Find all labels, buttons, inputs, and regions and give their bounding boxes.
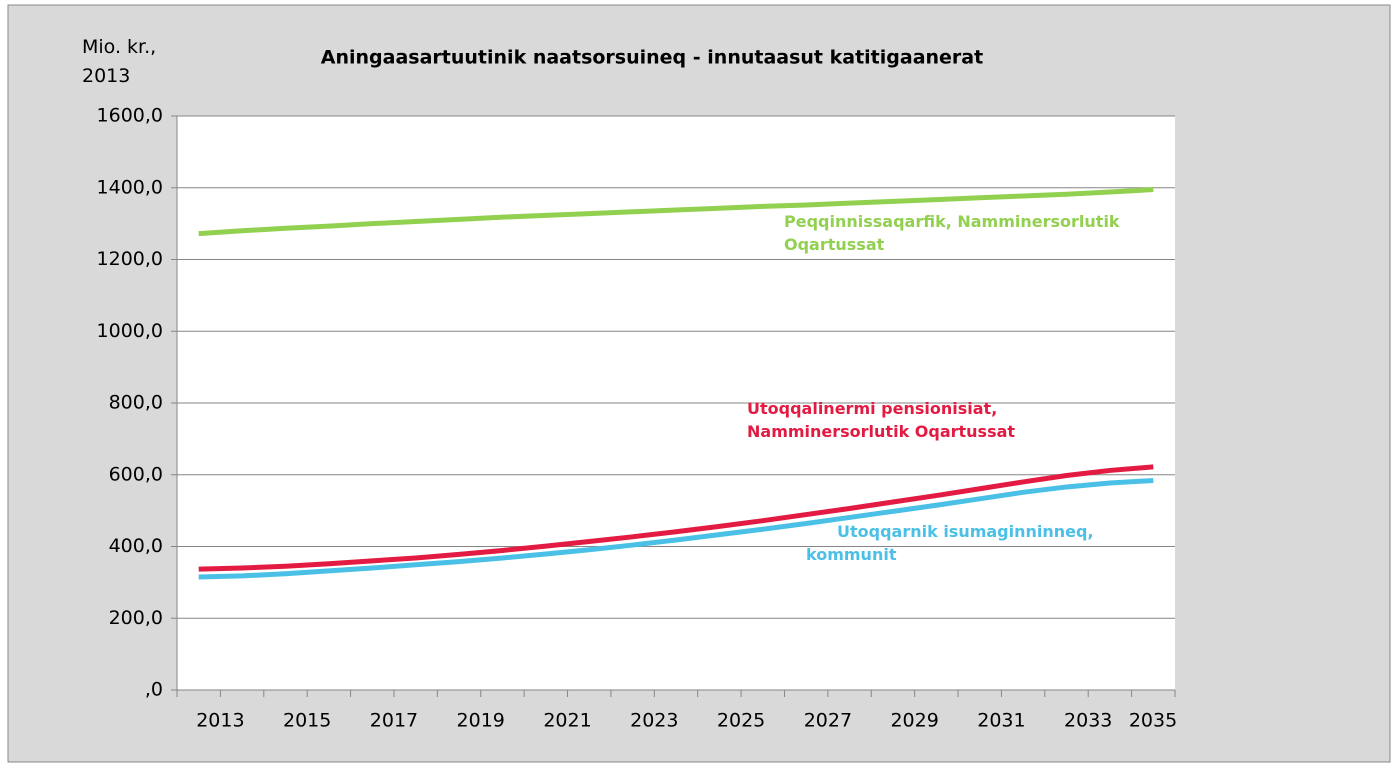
y-tick-label: 200,0 (109, 607, 163, 629)
y-tick-label: 1400,0 (97, 176, 163, 198)
x-tick-label: 2025 (717, 710, 765, 732)
y-tick-label: 1600,0 (97, 105, 163, 127)
y-tick-label: ,0 (145, 679, 163, 701)
series-label: Utoqqarnik isumaginninneq, kommunit (806, 522, 1094, 564)
series-line (198, 187, 1154, 237)
x-tick-label: 2019 (457, 710, 505, 732)
x-tick-label: 2027 (804, 710, 852, 732)
series-line (198, 464, 1154, 572)
x-tick-label: 2029 (890, 710, 938, 732)
x-tick-label: 2023 (630, 710, 678, 732)
y-tick-label: 600,0 (109, 463, 163, 485)
x-tick-label: 2035 (1129, 710, 1177, 732)
x-tick-label: 2031 (977, 710, 1025, 732)
series-label: Peqqinnissaqarfik, Namminersorlutik Oqar… (784, 212, 1120, 254)
x-tick-label: 2015 (283, 710, 331, 732)
y-tick-label: 800,0 (109, 392, 163, 414)
x-tick-label: 2017 (370, 710, 418, 732)
y-tick-label: 1200,0 (97, 248, 163, 270)
y-axis-label: Mio. kr., 2013 (82, 36, 157, 87)
x-tick-label: 2033 (1064, 710, 1112, 732)
x-tick-label: 2021 (543, 710, 591, 732)
x-tick-label: 2013 (196, 710, 244, 732)
y-tick-label: 400,0 (109, 535, 163, 557)
chart-title: Aningaasartuutinik naatsorsuineq - innut… (321, 47, 983, 69)
y-tick-label: 1000,0 (97, 320, 163, 342)
series-label: Utoqqalinermi pensionisiat, Namminersorl… (747, 399, 1016, 441)
series-line (198, 477, 1154, 580)
